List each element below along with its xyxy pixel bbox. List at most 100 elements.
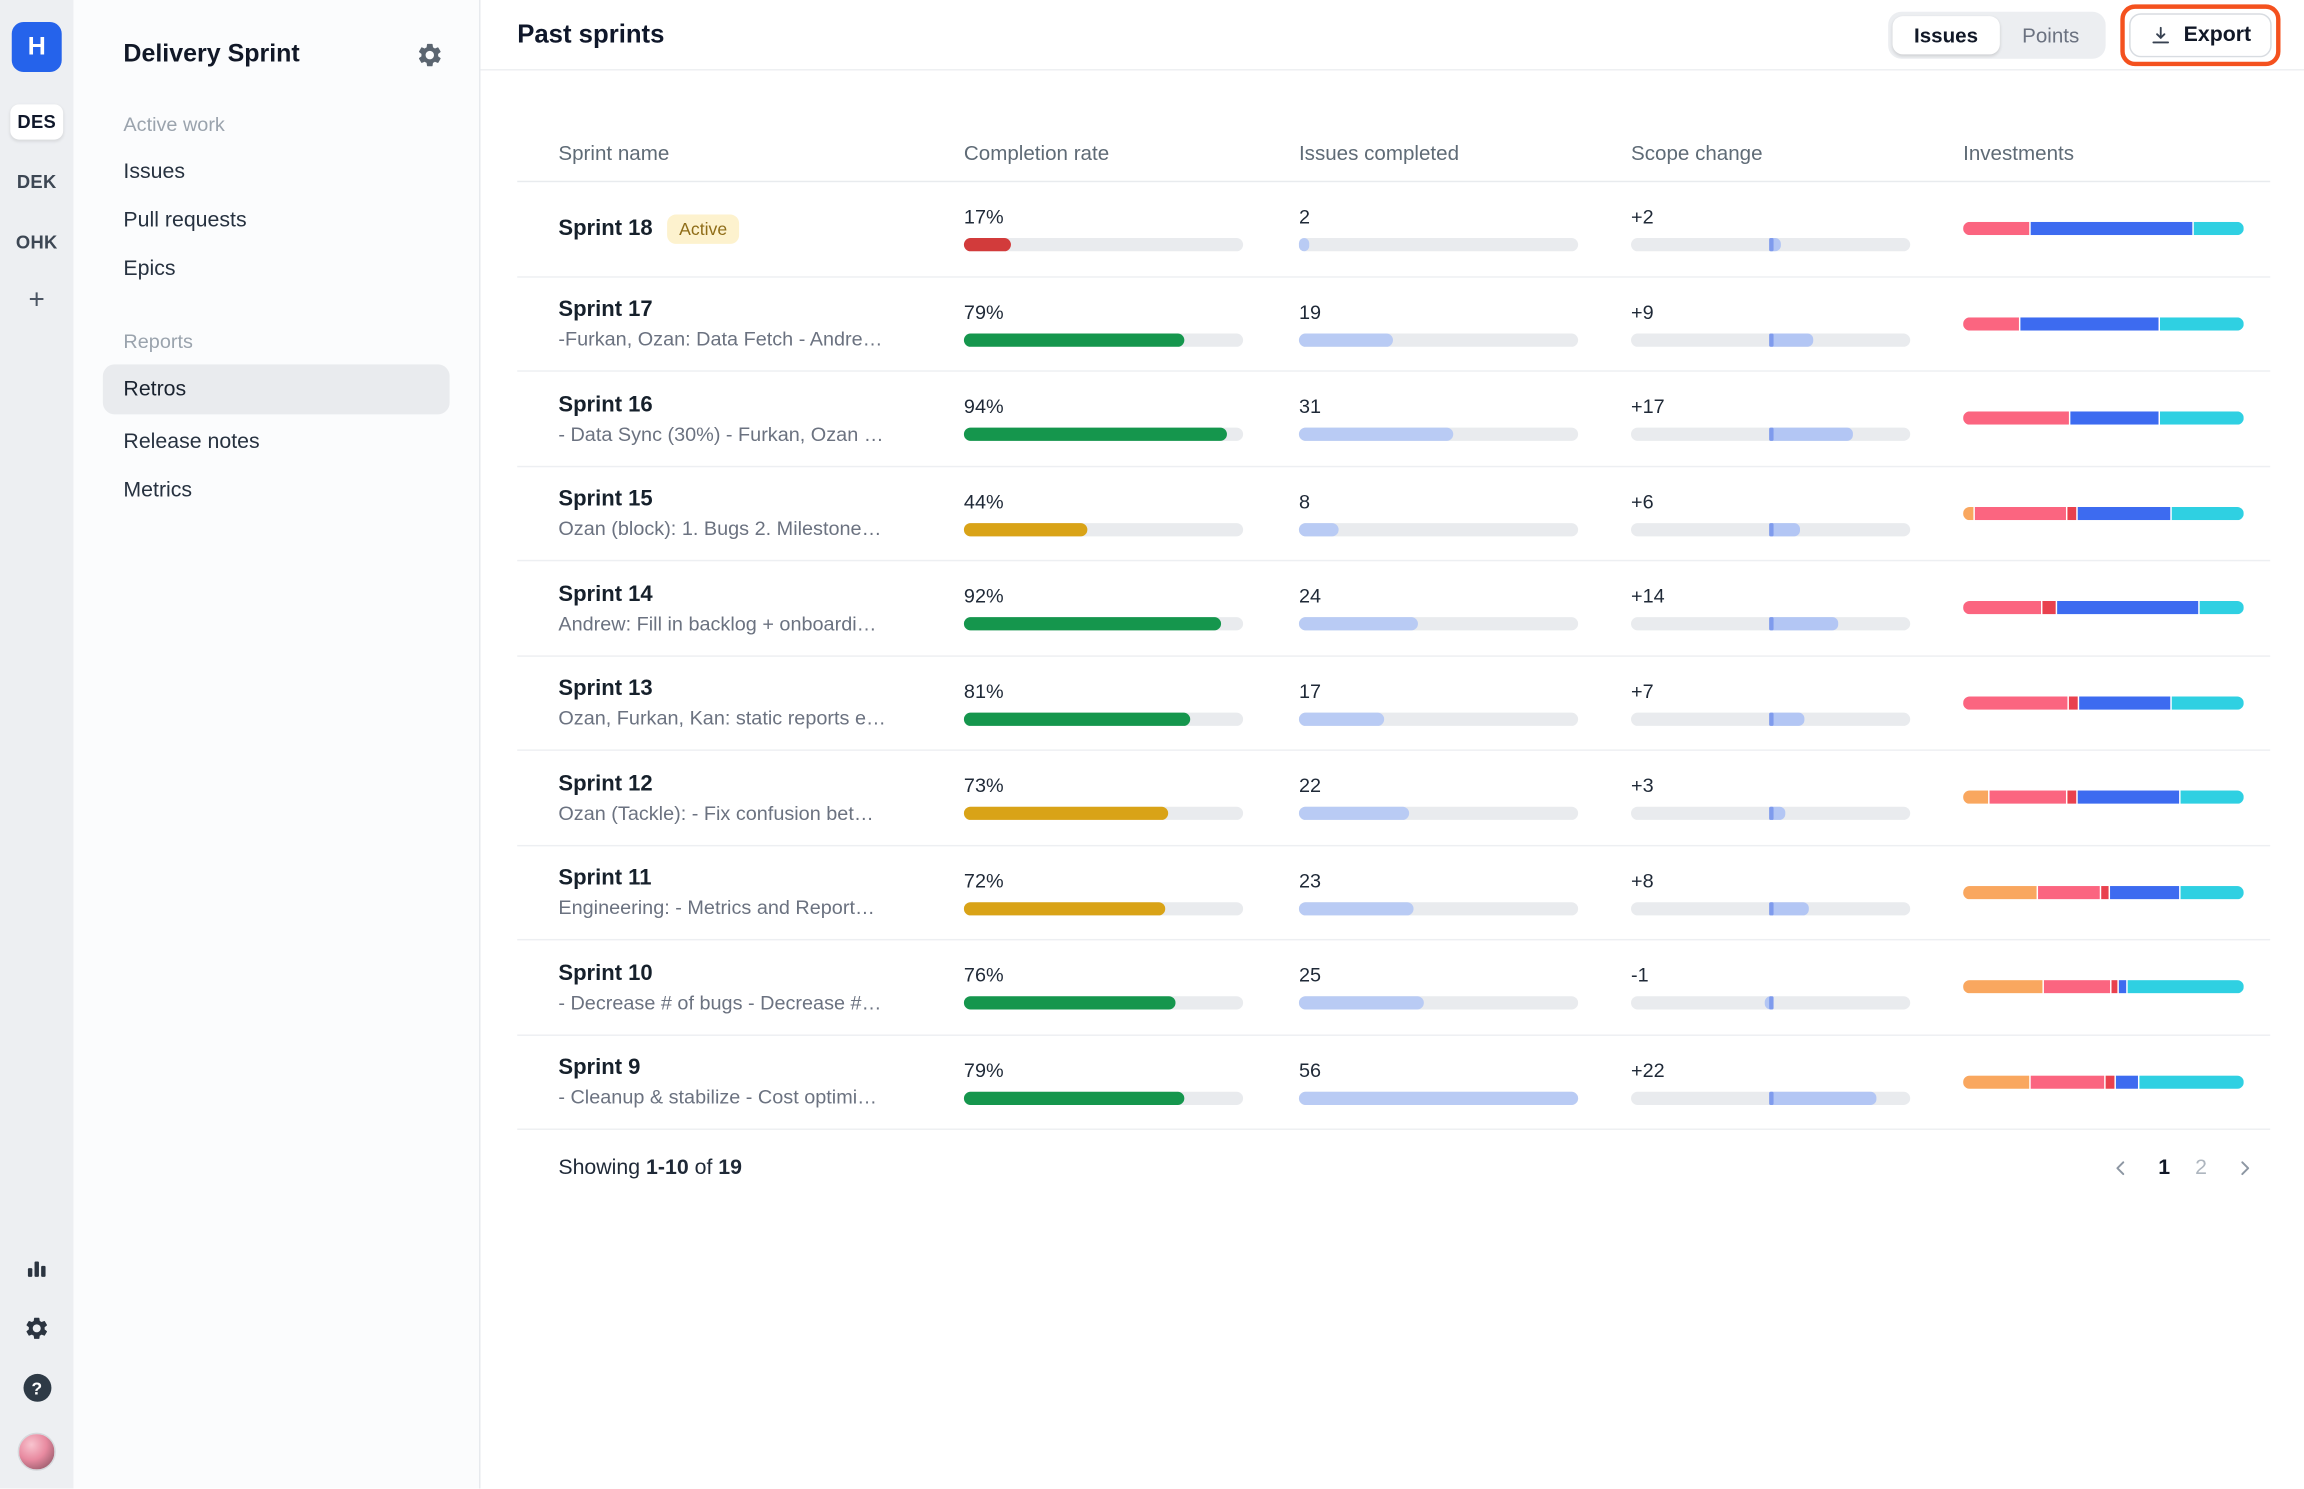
investment-segment-orange	[1963, 506, 1975, 520]
sprint-row-sprint-11[interactable]: Sprint 11 Engineering: - Metrics and Repo…	[517, 846, 2271, 941]
column-header-completion-rate: Completion rate	[963, 140, 1110, 164]
issues-points-toggle: Issues Points	[1887, 11, 2106, 59]
completion-cell: 72%	[963, 870, 1299, 916]
user-avatar[interactable]	[17, 1432, 56, 1471]
investment-segment-pink	[1963, 601, 2041, 615]
sprint-row-sprint-18[interactable]: Sprint 18 Active 17% 2 +2	[517, 182, 2271, 277]
investments-cell	[1963, 696, 2270, 710]
sprint-row-sprint-16[interactable]: Sprint 16 - Data Sync (30%) - Furkan, Oza…	[517, 372, 2271, 467]
investment-segment-cyan	[2193, 222, 2244, 236]
investment-segment-cyan	[2139, 1075, 2244, 1089]
investments-cell	[1963, 411, 2270, 426]
investment-segment-pink	[1989, 790, 2067, 805]
issues-completed-bar	[1298, 712, 1579, 726]
issues-completed-bar	[1298, 617, 1579, 631]
bar-chart-icon[interactable]	[22, 1253, 51, 1282]
page-1[interactable]: 1	[2158, 1156, 2171, 1180]
sprints-table: Sprint name Completion rate Issues complet…	[517, 123, 2271, 1206]
investment-segment-pink	[1963, 411, 2069, 426]
investment-segment-red	[2106, 1075, 2115, 1089]
sprint-row-sprint-12[interactable]: Sprint 12 Ozan (Tackle): - Fix confusion …	[517, 751, 2271, 846]
completion-cell: 73%	[963, 774, 1299, 821]
sidebar-item-retros[interactable]: Retros	[102, 364, 450, 415]
scope-change-cell: +9	[1631, 301, 1963, 347]
investment-segment-blue	[2057, 601, 2199, 615]
sidebar-item-release-notes[interactable]: Release notes	[123, 429, 260, 454]
investment-segment-red	[2069, 696, 2078, 710]
scope-change-bar	[1631, 333, 1911, 347]
investment-segment-blue	[2070, 411, 2159, 426]
issues-completed-value: 17	[1298, 679, 1322, 703]
investments-cell	[1963, 885, 2270, 899]
sidebar-item-metrics[interactable]: Metrics	[123, 478, 193, 502]
next-page-icon[interactable]	[2232, 1155, 2258, 1181]
completion-value: 81%	[963, 679, 1004, 703]
investment-segment-red	[2067, 790, 2076, 805]
table-body: Sprint 18 Active 17% 2 +2 Sprint 17 -Furkan, O…	[517, 182, 2271, 1130]
completion-value: 79%	[963, 1059, 1004, 1082]
investments-cell	[1963, 317, 2270, 331]
toggle-option-points[interactable]: Points	[2022, 23, 2080, 48]
sprint-name: Sprint 10	[558, 960, 653, 986]
issues-completed-bar	[1298, 333, 1579, 347]
issues-completed-value: 8	[1298, 490, 1310, 513]
workspace-list: DES DEK OHK	[9, 104, 65, 260]
investments-bar	[1963, 885, 2244, 899]
scope-change-value: +3	[1631, 774, 1654, 797]
app-logo[interactable]: H	[11, 22, 62, 73]
sprint-name: Sprint 14	[558, 581, 653, 607]
issues-completed-bar	[1298, 522, 1579, 536]
completion-value: 73%	[963, 774, 1004, 797]
sidebar-item-pull-requests[interactable]: Pull requests	[123, 207, 247, 232]
investments-cell	[1963, 601, 2270, 615]
sprint-row-sprint-17[interactable]: Sprint 17 -Furkan, Ozan: Data Fetch - And…	[517, 277, 2271, 372]
issues-completed-value: 22	[1298, 774, 1322, 797]
sidebar-item-epics[interactable]: Epics	[123, 256, 176, 280]
settings-gear-icon[interactable]	[22, 1314, 51, 1343]
completion-cell: 76%	[963, 964, 1299, 1010]
issues-completed-cell: 25	[1298, 964, 1631, 1010]
investment-segment-cyan	[2160, 317, 2244, 331]
completion-cell: 44%	[963, 490, 1299, 536]
completion-value: 94%	[963, 395, 1004, 418]
table-header-row: Sprint name Completion rate Issues complet…	[517, 123, 2271, 183]
issues-completed-value: 24	[1298, 585, 1322, 608]
page-title: Past sprints	[517, 19, 665, 49]
toggle-option-issues[interactable]: Issues	[1891, 16, 2001, 55]
investments-bar	[1963, 222, 2244, 236]
workspace-dek[interactable]: DEK	[16, 171, 57, 193]
investment-segment-blue	[2077, 506, 2171, 520]
sprint-row-sprint-13[interactable]: Sprint 13 Ozan, Furkan, Kan: static repor…	[517, 656, 2271, 751]
completion-bar	[963, 901, 1244, 916]
export-button[interactable]: Export	[2129, 13, 2272, 58]
scope-change-bar	[1631, 807, 1911, 821]
workspace-des[interactable]: DES	[10, 104, 64, 140]
sprint-subtitle: Ozan, Furkan, Kan: static reports e…	[558, 707, 886, 730]
sprint-row-sprint-10[interactable]: Sprint 10 - Decrease # of bugs - Decrease…	[517, 940, 2271, 1036]
sprint-name: Sprint 15	[558, 486, 653, 512]
issues-completed-value: 19	[1298, 300, 1322, 323]
sprint-row-sprint-15[interactable]: Sprint 15 Ozan (block): 1. Bugs 2. Milest…	[517, 467, 2271, 562]
scope-change-cell: +14	[1631, 585, 1963, 631]
investment-segment-cyan	[2172, 506, 2244, 520]
column-header-scope-change: Scope change	[1631, 140, 1763, 164]
rail-bottom-group: ?	[0, 1253, 73, 1471]
project-settings-icon[interactable]	[416, 40, 444, 68]
investment-segment-blue	[2020, 317, 2159, 331]
page-2[interactable]: 2	[2195, 1156, 2208, 1180]
add-workspace-button[interactable]: +	[28, 285, 45, 316]
investments-bar	[1963, 1075, 2244, 1089]
prev-page-icon[interactable]	[2107, 1155, 2133, 1181]
sprint-row-sprint-9[interactable]: Sprint 9 - Cleanup & stabilize - Cost opt…	[517, 1035, 2271, 1130]
sidebar-item-issues[interactable]: Issues	[123, 159, 186, 183]
completion-value: 76%	[963, 964, 1004, 987]
help-icon[interactable]: ?	[22, 1373, 51, 1402]
scope-change-bar	[1631, 901, 1911, 916]
issues-completed-value: 2	[1298, 206, 1310, 229]
investments-cell	[1963, 980, 2270, 994]
investment-segment-pink	[2030, 1075, 2105, 1089]
sprint-row-sprint-14[interactable]: Sprint 14 Andrew: Fill in backlog + onboa…	[517, 561, 2271, 657]
workspace-ohk[interactable]: OHK	[15, 232, 58, 253]
scope-change-value: +2	[1631, 206, 1654, 229]
scope-change-bar	[1631, 617, 1911, 631]
